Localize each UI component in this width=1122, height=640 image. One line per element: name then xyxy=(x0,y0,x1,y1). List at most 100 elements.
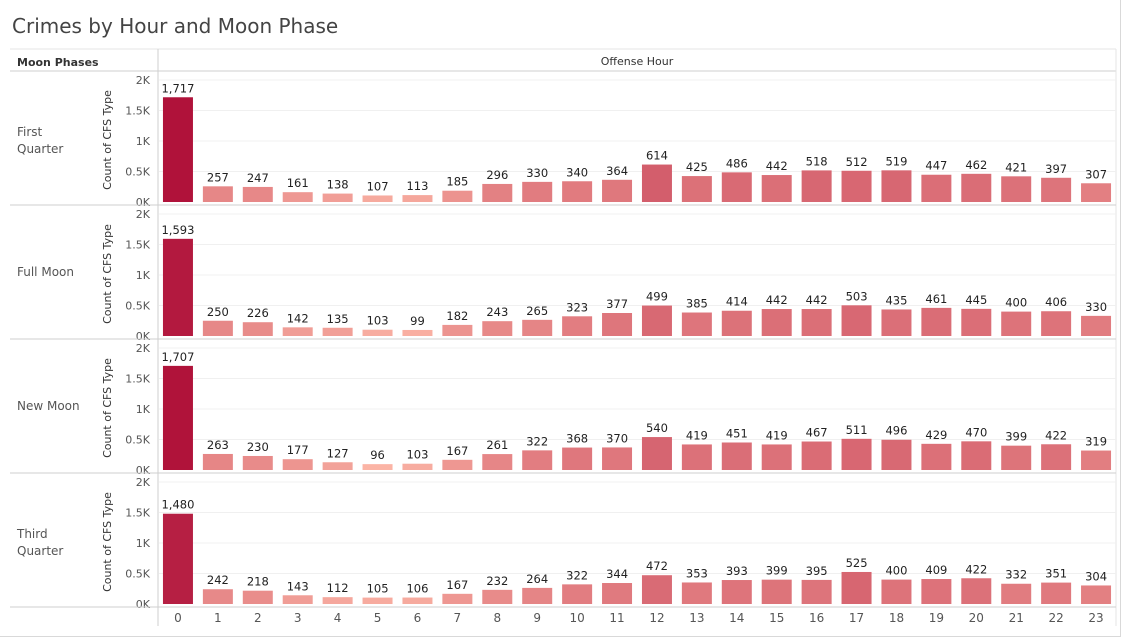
x-tick-label: 14 xyxy=(729,611,744,625)
bar-full-moon-hour-16 xyxy=(801,309,832,336)
data-label: 322 xyxy=(526,434,548,448)
data-label: 106 xyxy=(406,582,428,596)
data-label: 472 xyxy=(646,559,668,573)
bar-first-quarter-hour-15 xyxy=(761,175,792,202)
data-label: 103 xyxy=(406,448,428,462)
bar-first-quarter-hour-8 xyxy=(482,183,513,202)
bar-full-moon-hour-22 xyxy=(1041,311,1072,336)
bar-first-quarter-hour-11 xyxy=(602,179,633,202)
x-tick-label: 17 xyxy=(849,611,864,625)
row-header-label: Moon Phases xyxy=(17,56,99,69)
bar-new-moon-hour-9 xyxy=(522,450,553,470)
data-label: 105 xyxy=(367,582,389,596)
bar-new-moon-hour-7 xyxy=(442,459,473,470)
data-label: 419 xyxy=(766,428,788,442)
x-tick-label: 3 xyxy=(294,611,302,625)
bar-full-moon-hour-13 xyxy=(681,312,712,336)
data-label: 467 xyxy=(806,426,828,440)
bar-third-quarter-hour-19 xyxy=(921,579,952,604)
bar-third-quarter-hour-1 xyxy=(202,589,233,604)
data-label: 447 xyxy=(925,159,947,173)
bar-third-quarter-hour-22 xyxy=(1041,582,1072,604)
x-tick-label: 21 xyxy=(1009,611,1024,625)
bar-full-moon-hour-15 xyxy=(761,309,792,336)
x-tick-label: 19 xyxy=(929,611,944,625)
data-label: 330 xyxy=(526,166,548,180)
data-label: 409 xyxy=(925,563,947,577)
bar-new-moon-hour-6 xyxy=(402,463,433,470)
bar-new-moon-hour-17 xyxy=(841,438,872,470)
data-label: 429 xyxy=(925,428,947,442)
bar-third-quarter-hour-12 xyxy=(641,575,672,604)
x-tick-label: 1 xyxy=(214,611,222,625)
data-label: 323 xyxy=(566,300,588,314)
data-label: 242 xyxy=(207,573,229,587)
bar-full-moon-hour-20 xyxy=(961,308,992,336)
data-label: 1,593 xyxy=(161,223,194,237)
bar-new-moon-hour-11 xyxy=(602,447,633,470)
data-label: 442 xyxy=(766,159,788,173)
bar-third-quarter-hour-5 xyxy=(362,597,393,604)
data-label: 250 xyxy=(207,305,229,319)
data-label: 127 xyxy=(327,446,349,460)
row-label: Third xyxy=(16,527,48,541)
data-label: 419 xyxy=(686,428,708,442)
data-label: 113 xyxy=(406,179,428,193)
bar-third-quarter-hour-14 xyxy=(721,580,752,604)
data-label: 96 xyxy=(370,448,385,462)
bar-third-quarter-hour-20 xyxy=(961,578,992,604)
bar-first-quarter-hour-0 xyxy=(162,97,193,202)
bar-third-quarter-hour-4 xyxy=(322,597,353,604)
data-label: 265 xyxy=(526,304,548,318)
bar-third-quarter-hour-7 xyxy=(442,593,473,604)
bar-new-moon-hour-1 xyxy=(202,453,233,470)
data-label: 435 xyxy=(885,293,907,307)
y-axis-title: Count of CFS Type xyxy=(101,224,114,324)
x-tick-label: 18 xyxy=(889,611,904,625)
data-label: 257 xyxy=(207,170,229,184)
bar-third-quarter-hour-10 xyxy=(562,584,593,604)
x-tick-label: 5 xyxy=(374,611,382,625)
bar-full-moon-hour-7 xyxy=(442,324,473,336)
data-label: 296 xyxy=(486,168,508,182)
bar-third-quarter-hour-6 xyxy=(402,597,433,604)
bar-new-moon-hour-14 xyxy=(721,442,752,470)
bar-full-moon-hour-17 xyxy=(841,305,872,336)
data-label: 322 xyxy=(566,568,588,582)
bar-first-quarter-hour-22 xyxy=(1041,177,1072,202)
data-label: 232 xyxy=(486,574,508,588)
bar-first-quarter-hour-1 xyxy=(202,186,233,202)
data-label: 142 xyxy=(287,311,309,325)
x-tick-label: 6 xyxy=(414,611,422,625)
data-label: 364 xyxy=(606,164,628,178)
bar-full-moon-hour-5 xyxy=(362,329,393,336)
bar-full-moon-hour-6 xyxy=(402,329,433,336)
bar-first-quarter-hour-13 xyxy=(681,176,712,202)
data-label: 400 xyxy=(1005,296,1027,310)
x-tick-label: 11 xyxy=(609,611,624,625)
y-tick-label: 2K xyxy=(136,208,151,221)
data-label: 332 xyxy=(1005,568,1027,582)
bar-new-moon-hour-20 xyxy=(961,441,992,470)
data-label: 461 xyxy=(925,292,947,306)
bar-first-quarter-hour-23 xyxy=(1081,183,1112,202)
data-label: 344 xyxy=(606,567,628,581)
bar-full-moon-hour-10 xyxy=(562,316,593,336)
y-tick-label: 0.5K xyxy=(125,300,150,313)
bar-third-quarter-hour-3 xyxy=(282,595,313,604)
bar-third-quarter-hour-13 xyxy=(681,582,712,604)
y-tick-label: 2K xyxy=(136,74,151,87)
data-label: 1,717 xyxy=(161,81,194,95)
bar-third-quarter-hour-2 xyxy=(242,590,273,604)
data-label: 518 xyxy=(806,154,828,168)
bar-first-quarter-hour-20 xyxy=(961,173,992,202)
data-label: 107 xyxy=(367,179,389,193)
bar-first-quarter-hour-17 xyxy=(841,170,872,202)
data-label: 399 xyxy=(766,564,788,578)
data-label: 445 xyxy=(965,293,987,307)
y-axis-title: Count of CFS Type xyxy=(101,492,114,592)
data-label: 614 xyxy=(646,149,668,163)
y-tick-label: 0.5K xyxy=(125,166,150,179)
data-label: 503 xyxy=(846,289,868,303)
data-label: 218 xyxy=(247,575,269,589)
